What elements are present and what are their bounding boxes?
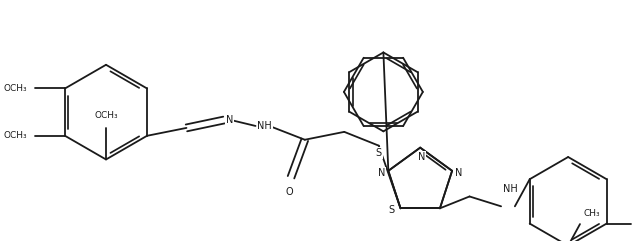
Text: NH: NH — [258, 121, 272, 131]
Text: OCH₃: OCH₃ — [4, 131, 27, 140]
Text: N: N — [226, 115, 233, 125]
Text: N: N — [417, 152, 425, 162]
Text: O: O — [285, 187, 293, 197]
Text: OCH₃: OCH₃ — [4, 84, 27, 93]
Text: NH: NH — [503, 184, 518, 194]
Text: CH₃: CH₃ — [584, 209, 601, 218]
Text: S: S — [389, 205, 395, 215]
Text: N: N — [378, 168, 385, 178]
Text: N: N — [455, 168, 463, 178]
Text: S: S — [376, 148, 382, 158]
Text: OCH₃: OCH₃ — [94, 111, 118, 120]
